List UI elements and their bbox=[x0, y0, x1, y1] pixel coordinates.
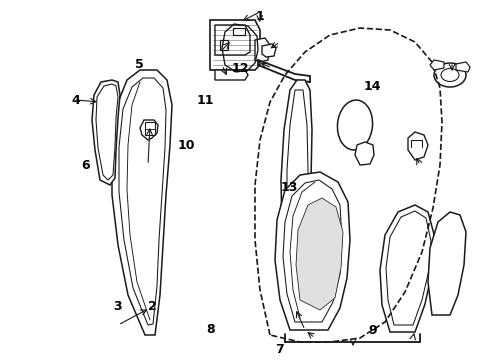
Polygon shape bbox=[380, 205, 435, 332]
Polygon shape bbox=[112, 70, 172, 335]
Text: 9: 9 bbox=[368, 324, 377, 337]
Text: 5: 5 bbox=[135, 58, 144, 71]
Polygon shape bbox=[430, 60, 444, 70]
Polygon shape bbox=[233, 28, 245, 35]
Polygon shape bbox=[456, 62, 470, 72]
Polygon shape bbox=[355, 142, 374, 165]
Text: 14: 14 bbox=[364, 80, 381, 93]
Polygon shape bbox=[262, 44, 276, 57]
Ellipse shape bbox=[434, 63, 466, 87]
Polygon shape bbox=[215, 70, 248, 80]
Polygon shape bbox=[275, 172, 350, 330]
Text: 1: 1 bbox=[255, 10, 264, 23]
Text: 7: 7 bbox=[275, 343, 284, 356]
Text: 2: 2 bbox=[147, 300, 156, 312]
Text: 12: 12 bbox=[231, 62, 249, 75]
Polygon shape bbox=[296, 198, 343, 310]
Text: 13: 13 bbox=[280, 181, 298, 194]
Polygon shape bbox=[92, 80, 120, 185]
Text: 3: 3 bbox=[113, 300, 122, 313]
Polygon shape bbox=[255, 38, 270, 62]
Text: 8: 8 bbox=[206, 323, 215, 336]
Text: 10: 10 bbox=[177, 139, 195, 152]
Polygon shape bbox=[428, 212, 466, 315]
Polygon shape bbox=[210, 20, 260, 70]
Polygon shape bbox=[140, 120, 158, 140]
Polygon shape bbox=[408, 132, 428, 160]
Text: 11: 11 bbox=[197, 94, 215, 107]
Polygon shape bbox=[281, 80, 312, 320]
Text: 4: 4 bbox=[72, 94, 80, 107]
Polygon shape bbox=[220, 40, 228, 50]
Text: 6: 6 bbox=[81, 159, 90, 172]
